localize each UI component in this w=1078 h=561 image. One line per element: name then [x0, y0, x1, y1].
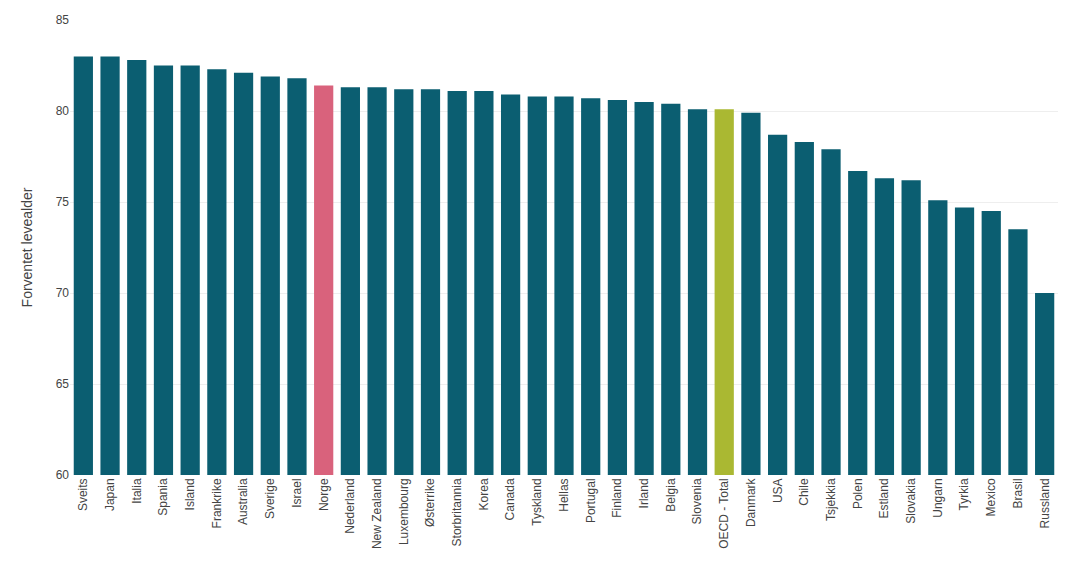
svg-text:Finland: Finland: [610, 478, 624, 517]
svg-text:OECD - Total: OECD - Total: [717, 478, 731, 548]
svg-text:Østerrike: Østerrike: [423, 478, 437, 527]
svg-text:Brasil: Brasil: [1011, 478, 1025, 508]
svg-text:Sveits: Sveits: [76, 478, 90, 511]
svg-text:75: 75: [56, 195, 70, 209]
svg-text:Norge: Norge: [317, 478, 331, 511]
svg-text:85: 85: [56, 13, 70, 27]
svg-text:Estland: Estland: [877, 478, 891, 518]
svg-text:Tsjekkia: Tsjekkia: [824, 478, 838, 521]
svg-text:Nederland: Nederland: [343, 478, 357, 533]
svg-text:60: 60: [56, 468, 70, 482]
svg-text:65: 65: [56, 377, 70, 391]
svg-text:Tyrkia: Tyrkia: [957, 478, 971, 510]
svg-text:Mexico: Mexico: [984, 478, 998, 516]
svg-text:Australia: Australia: [236, 478, 250, 525]
svg-text:Storbritannia: Storbritannia: [450, 478, 464, 546]
svg-text:Forventet levealder: Forventet levealder: [19, 187, 35, 307]
svg-text:Russland: Russland: [1038, 478, 1052, 528]
svg-text:Israel: Israel: [290, 478, 304, 507]
svg-text:Danmark: Danmark: [744, 477, 758, 527]
svg-text:Irland: Irland: [637, 478, 651, 508]
svg-text:Island: Island: [183, 478, 197, 510]
svg-text:Hellas: Hellas: [557, 478, 571, 511]
svg-text:Polen: Polen: [851, 478, 865, 509]
svg-text:Spania: Spania: [156, 478, 170, 516]
svg-text:Tyskland: Tyskland: [530, 478, 544, 525]
svg-text:Ungarn: Ungarn: [931, 478, 945, 517]
svg-text:Chile: Chile: [797, 478, 811, 506]
svg-text:New Zealand: New Zealand: [370, 478, 384, 549]
svg-text:Canada: Canada: [503, 478, 517, 520]
svg-text:Japan: Japan: [103, 478, 117, 511]
svg-text:Slovakia: Slovakia: [904, 478, 918, 524]
svg-text:Portugal: Portugal: [584, 478, 598, 523]
svg-text:Frankrike: Frankrike: [210, 478, 224, 528]
svg-text:Italia: Italia: [130, 478, 144, 504]
svg-text:Korea: Korea: [477, 478, 491, 510]
svg-text:80: 80: [56, 104, 70, 118]
svg-text:USA: USA: [771, 478, 785, 503]
svg-text:Sverige: Sverige: [263, 478, 277, 519]
svg-text:70: 70: [56, 286, 70, 300]
svg-text:Belgia: Belgia: [664, 478, 678, 512]
svg-text:Luxembourg: Luxembourg: [397, 478, 411, 545]
svg-text:Slovenia: Slovenia: [690, 478, 704, 524]
